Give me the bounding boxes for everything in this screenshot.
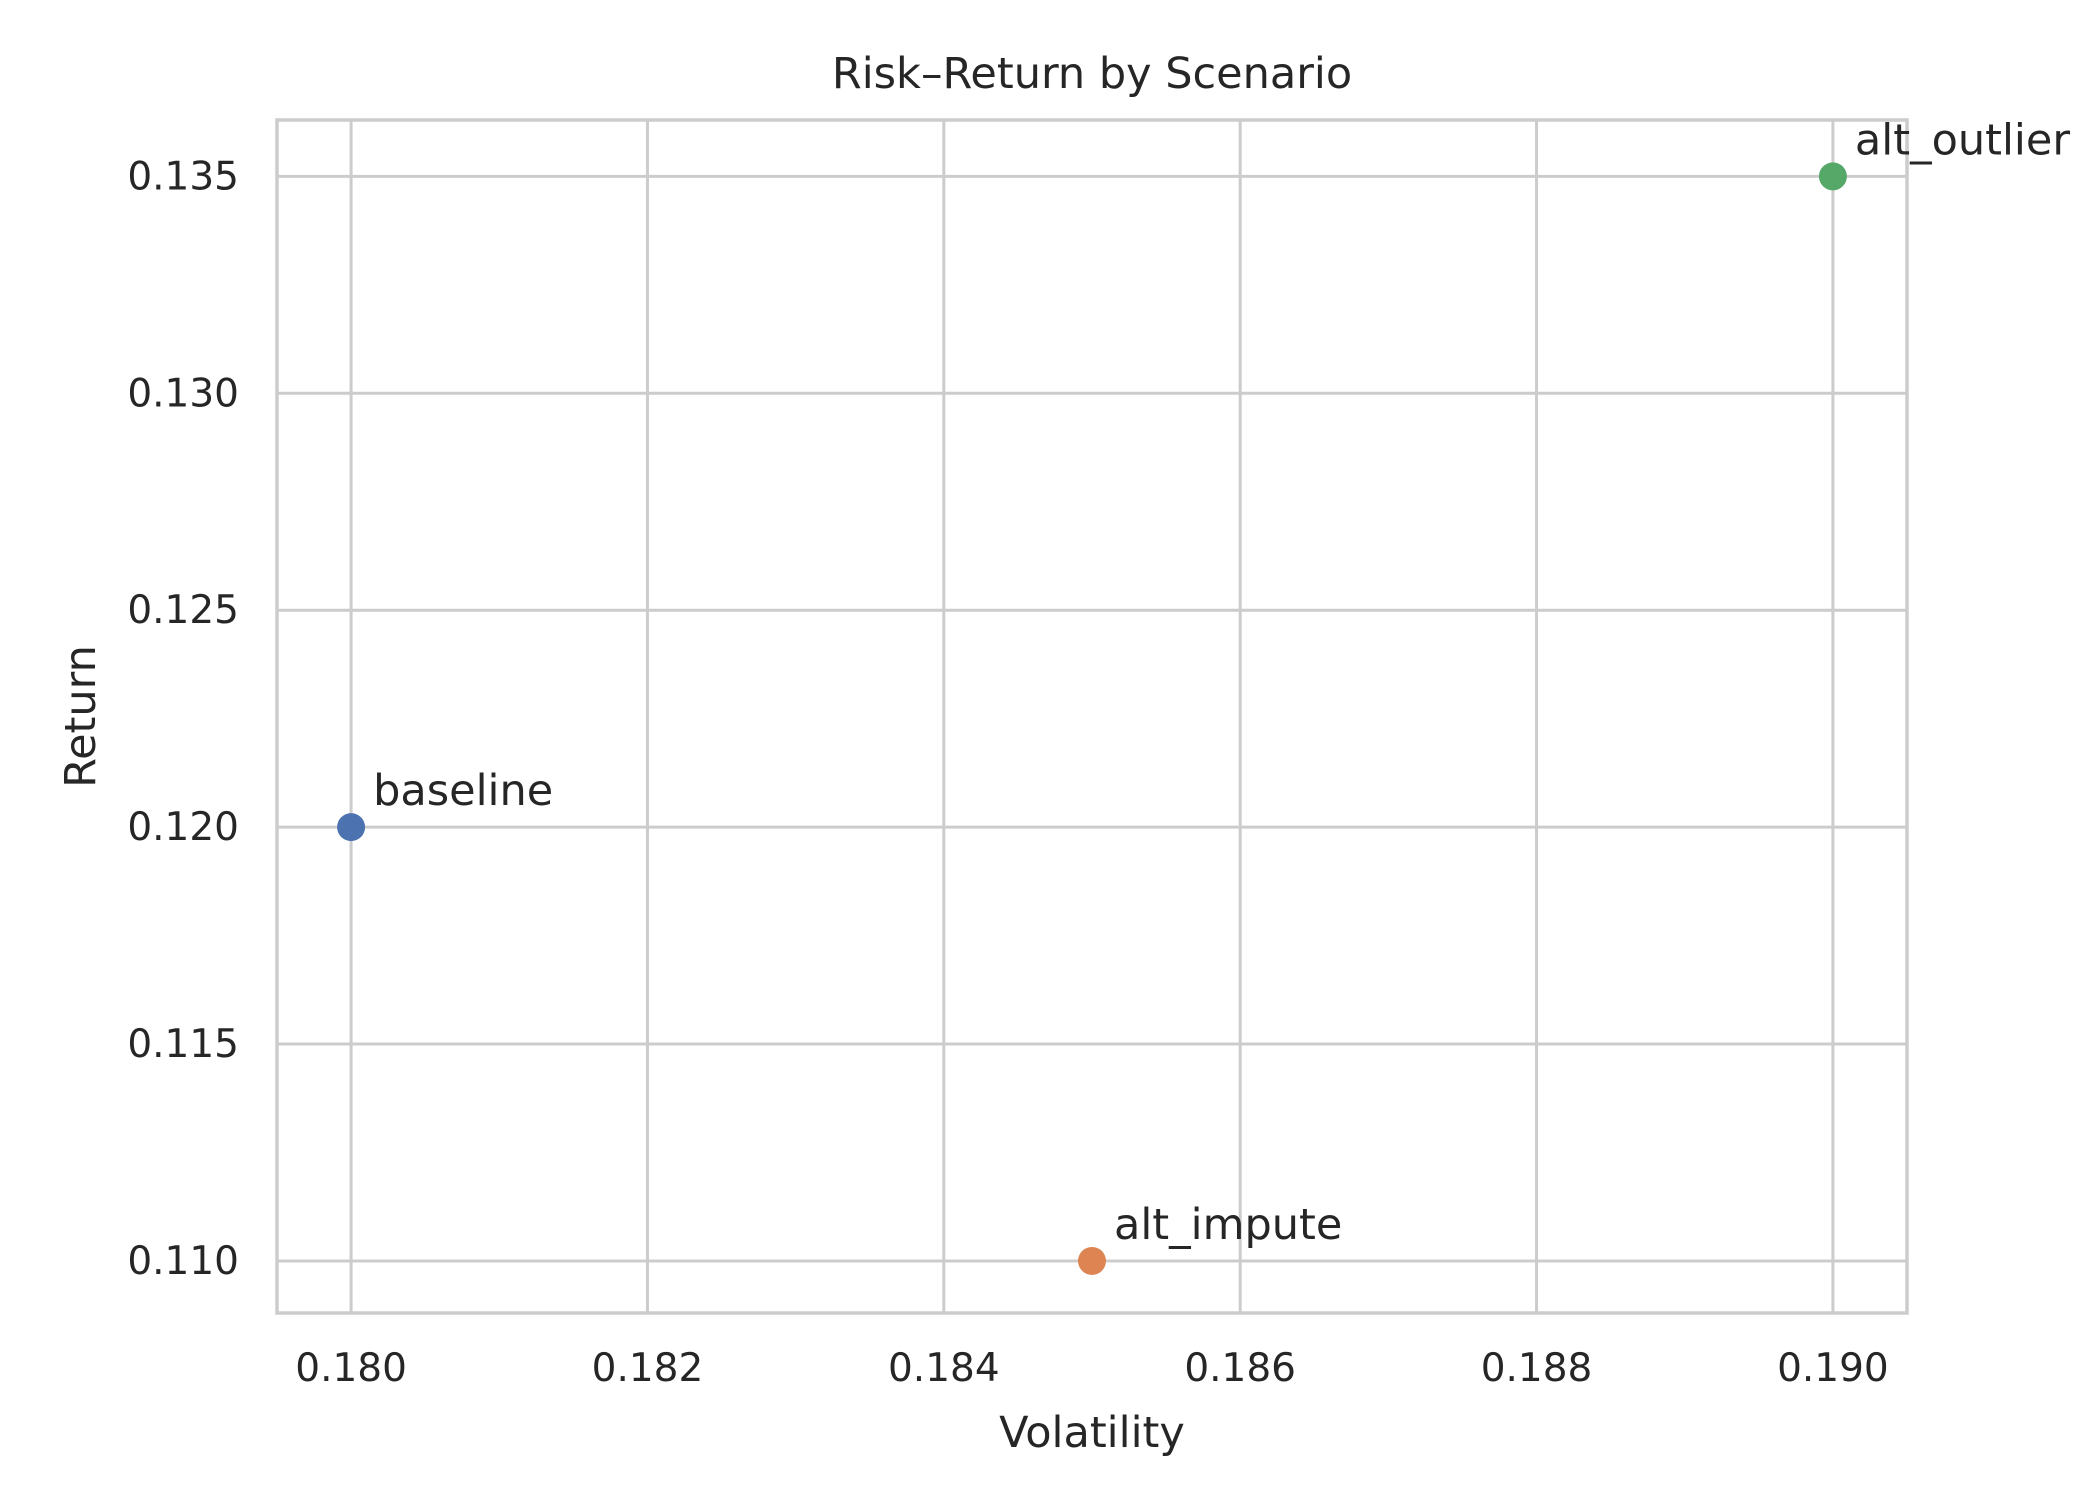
y-tick-label: 0.115 bbox=[127, 1022, 239, 1067]
point-label-baseline: baseline bbox=[373, 766, 553, 816]
y-axis-label: Return bbox=[56, 645, 106, 788]
grid bbox=[277, 120, 1907, 1313]
plot-frame bbox=[275, 118, 1909, 1315]
point-alt-outlier bbox=[1818, 162, 1847, 191]
x-tick-label: 0.180 bbox=[295, 1346, 407, 1391]
x-tick-label: 0.184 bbox=[888, 1346, 1000, 1391]
x-axis-label: Volatility bbox=[999, 1408, 1185, 1458]
y-tick-label: 0.130 bbox=[127, 371, 239, 416]
data-points: baseline alt_impute alt_outlier bbox=[337, 115, 2070, 1275]
point-label-alt-impute: alt_impute bbox=[1114, 1200, 1342, 1250]
point-baseline bbox=[337, 813, 366, 842]
y-tick-label: 0.125 bbox=[127, 588, 239, 633]
x-tick-label: 0.186 bbox=[1184, 1346, 1296, 1391]
y-tick-label: 0.110 bbox=[127, 1239, 239, 1284]
chart-title: Risk–Return by Scenario bbox=[832, 49, 1352, 99]
y-tick-label: 0.135 bbox=[127, 154, 239, 199]
x-tick-label: 0.190 bbox=[1777, 1346, 1889, 1391]
x-tick-label: 0.182 bbox=[592, 1346, 704, 1391]
x-tick-label: 0.188 bbox=[1481, 1346, 1593, 1391]
tick-labels: 0.180 0.182 0.184 0.186 0.188 0.190 0.110 0.115… bbox=[127, 154, 1888, 1391]
y-tick-label: 0.120 bbox=[127, 805, 239, 850]
point-label-alt-outlier: alt_outlier bbox=[1855, 115, 2070, 165]
point-alt-impute bbox=[1078, 1246, 1106, 1275]
